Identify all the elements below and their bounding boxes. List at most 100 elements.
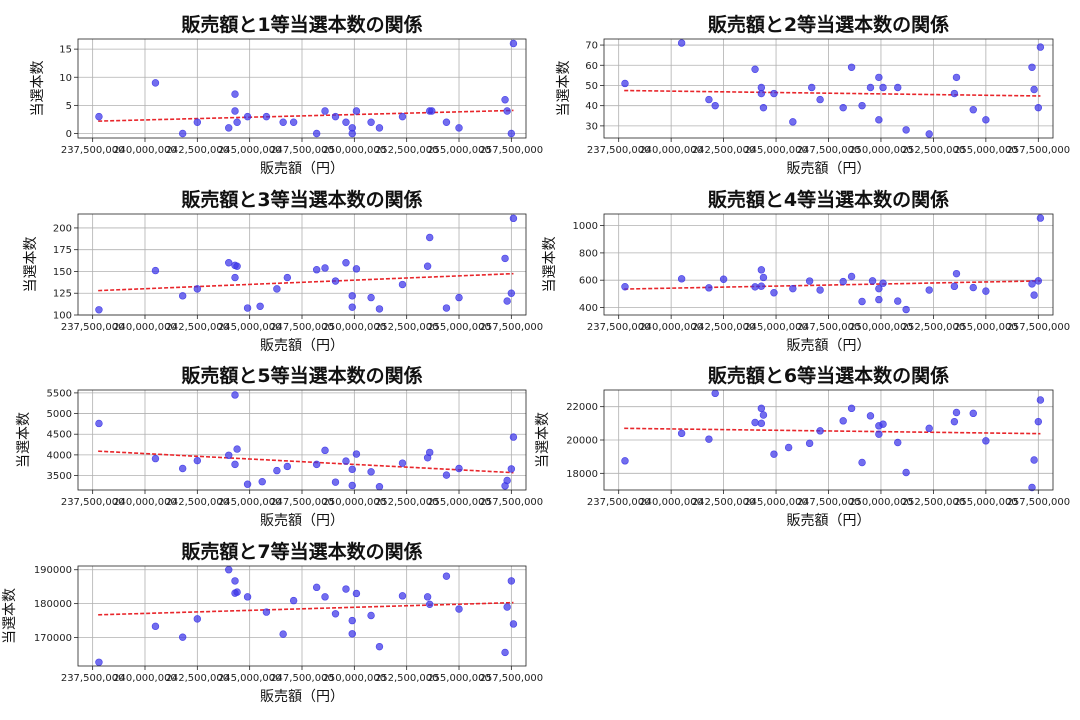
data-point	[894, 438, 902, 447]
x-tick-label: 247,500,000	[270, 145, 334, 156]
data-point	[331, 277, 340, 285]
y-tick-label: 800	[579, 248, 598, 259]
y-tick-label: 5500	[47, 388, 72, 399]
trend-line	[98, 450, 514, 474]
data-point	[348, 616, 356, 625]
data-point	[501, 96, 509, 104]
data-point	[151, 622, 160, 631]
data-point	[423, 454, 432, 462]
data-point	[331, 610, 340, 618]
data-point	[225, 566, 233, 574]
data-point	[225, 451, 233, 459]
data-point	[231, 273, 239, 282]
data-point	[375, 124, 384, 132]
data-point	[925, 130, 933, 138]
data-point	[805, 439, 814, 448]
x-tick-label: 237,500,000	[61, 145, 125, 156]
data-point	[816, 95, 824, 104]
x-tick-label: 240,000,000	[113, 497, 177, 508]
y-axis-label: 当選本数	[556, 61, 572, 117]
chart-title: 販売額と1等当選本数の関係	[181, 13, 422, 36]
y-tick-label: 50	[585, 81, 598, 92]
x-tick-label: 237,500,000	[61, 673, 125, 684]
x-tick-label: 257,500,000	[480, 322, 544, 333]
data-point	[398, 280, 407, 289]
data-point	[426, 233, 434, 242]
data-point	[875, 73, 883, 82]
data-point	[258, 478, 266, 486]
data-point	[875, 295, 883, 304]
data-point	[321, 446, 329, 455]
data-point	[375, 482, 384, 491]
trend-line	[624, 89, 1041, 97]
data-point	[342, 118, 350, 126]
data-point	[231, 391, 239, 399]
x-tick-label: 245,000,000	[744, 497, 808, 508]
x-tick-label: 252,500,000	[375, 673, 439, 684]
data-point	[816, 286, 824, 294]
data-point	[501, 648, 509, 657]
data-point	[1036, 396, 1045, 404]
data-point	[982, 116, 990, 124]
y-tick-label: 175	[53, 245, 72, 256]
data-point	[839, 417, 847, 425]
data-point	[816, 427, 824, 435]
data-point	[757, 419, 766, 428]
x-tick-label: 245,000,000	[744, 322, 808, 333]
x-tick-label: 252,500,000	[375, 145, 439, 156]
x-tick-label: 257,500,000	[1007, 497, 1071, 508]
data-point	[875, 284, 883, 293]
y-tick-label: 40	[585, 101, 598, 112]
x-tick-label: 247,500,000	[270, 497, 334, 508]
data-point	[503, 107, 511, 115]
data-point	[705, 284, 713, 292]
x-axis-label: 販売額（円）	[260, 338, 344, 354]
x-axis-label: 販売額（円）	[787, 338, 871, 354]
data-point	[321, 264, 329, 272]
trend-line	[98, 109, 514, 122]
data-point	[902, 468, 910, 477]
data-point	[1036, 214, 1045, 222]
x-tick-label: 257,500,000	[1007, 322, 1071, 333]
data-point	[442, 471, 451, 479]
data-point	[1034, 103, 1043, 112]
data-point	[312, 583, 321, 592]
x-tick-label: 237,500,000	[587, 322, 651, 333]
data-point	[279, 118, 287, 126]
data-point	[1028, 280, 1036, 288]
data-point	[178, 464, 187, 473]
data-point	[151, 454, 160, 463]
data-point	[621, 283, 629, 291]
y-tick-label: 15	[59, 45, 72, 56]
x-tick-label: 242,500,000	[692, 322, 756, 333]
data-point	[677, 275, 686, 283]
y-tick-label: 190000	[34, 565, 72, 576]
data-point	[866, 83, 875, 92]
data-point	[509, 214, 518, 223]
y-tick-label: 0	[66, 129, 72, 140]
trend-line	[98, 601, 514, 616]
data-point	[952, 73, 961, 82]
chart-title: 販売額と4等当選本数の関係	[708, 188, 949, 211]
data-point	[808, 83, 816, 92]
data-point	[875, 116, 883, 124]
data-point	[621, 457, 629, 465]
data-point	[178, 292, 187, 300]
y-tick-label: 400	[579, 303, 598, 314]
data-point	[894, 297, 902, 305]
y-axis-label: 当選本数	[23, 237, 39, 293]
x-tick-label: 250,000,000	[323, 145, 387, 156]
y-tick-label: 70	[585, 41, 598, 52]
x-tick-label: 247,500,000	[797, 145, 861, 156]
data-point	[442, 572, 451, 580]
y-axis-label: 当選本数	[542, 237, 558, 293]
data-point	[507, 129, 516, 138]
data-point	[178, 129, 187, 138]
data-point	[858, 101, 866, 110]
data-point	[321, 107, 329, 115]
data-point	[273, 285, 281, 293]
data-point	[442, 118, 451, 126]
x-axis-label: 販売額（円）	[787, 161, 871, 177]
x-axis-label: 販売額（円）	[260, 689, 344, 705]
